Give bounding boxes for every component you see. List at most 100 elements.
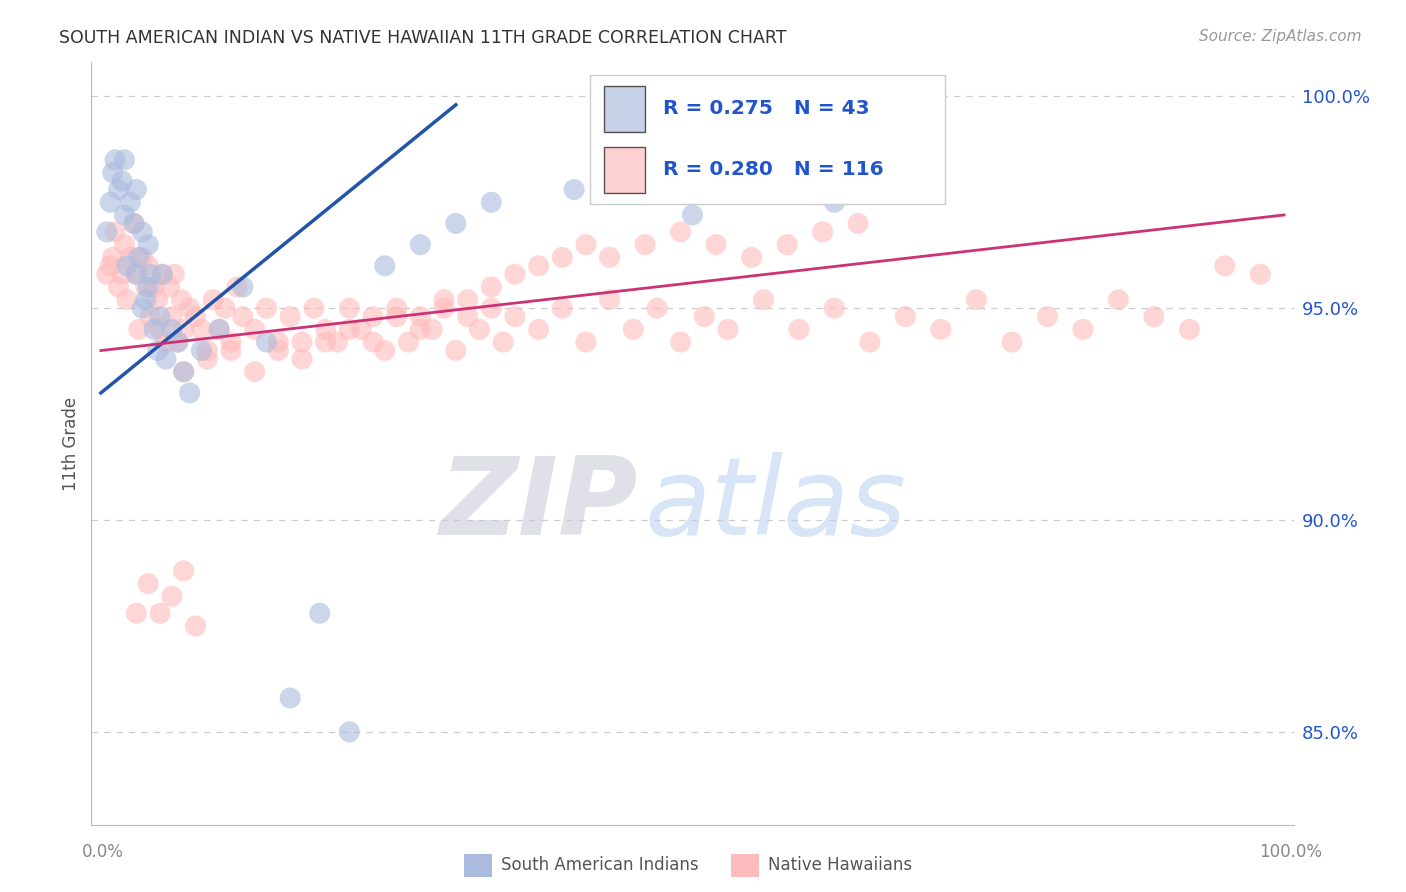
Point [120, 195, 142, 210]
Point [125, 606, 148, 620]
Point [1178, 322, 1201, 336]
Point [894, 310, 917, 324]
Point [195, 343, 218, 358]
Point [433, 293, 456, 307]
Point [350, 322, 373, 336]
Point [361, 310, 384, 324]
Point [704, 237, 727, 252]
Point [1001, 334, 1024, 349]
Point [98, 259, 121, 273]
Point [135, 293, 157, 307]
Point [128, 250, 150, 264]
Point [139, 267, 162, 281]
Point [122, 216, 145, 230]
Point [115, 293, 138, 307]
Point [562, 182, 585, 196]
Point [125, 267, 148, 281]
Point [208, 322, 231, 336]
Point [823, 195, 845, 210]
Point [136, 576, 159, 591]
Point [693, 310, 716, 324]
Point [149, 322, 172, 336]
Point [291, 334, 314, 349]
Point [170, 293, 193, 307]
Point [308, 606, 330, 620]
Point [184, 619, 207, 633]
Point [965, 293, 987, 307]
Point [107, 182, 129, 196]
Point [859, 334, 882, 349]
Point [219, 343, 242, 358]
Point [104, 225, 127, 239]
Point [741, 250, 763, 264]
Point [479, 195, 502, 210]
Point [163, 267, 186, 281]
Point [256, 334, 278, 349]
Point [226, 280, 249, 294]
Point [621, 322, 644, 336]
Text: 0.0%: 0.0% [82, 843, 124, 861]
Point [232, 310, 254, 324]
Point [131, 301, 153, 315]
Point [107, 280, 129, 294]
Point [468, 322, 491, 336]
Point [160, 589, 183, 603]
Point [278, 690, 301, 705]
Point [219, 334, 242, 349]
Point [173, 322, 195, 336]
Point [420, 322, 443, 336]
Point [1143, 310, 1166, 324]
Point [315, 322, 337, 336]
Point [131, 225, 153, 239]
Point [111, 174, 134, 188]
Point [444, 216, 467, 230]
Point [503, 310, 526, 324]
Point [232, 280, 254, 294]
Point [398, 334, 420, 349]
Point [179, 385, 201, 400]
Point [101, 250, 124, 264]
Point [326, 334, 349, 349]
Point [361, 334, 384, 349]
Point [125, 267, 148, 281]
Point [1071, 322, 1094, 336]
Point [302, 301, 325, 315]
Point [146, 293, 169, 307]
Point [267, 334, 290, 349]
Point [409, 322, 432, 336]
Point [135, 280, 157, 294]
Point [159, 280, 181, 294]
Point [131, 250, 153, 264]
Point [846, 216, 869, 230]
Point [444, 343, 467, 358]
Text: Native Hawaiians: Native Hawaiians [768, 856, 912, 874]
Point [150, 267, 173, 281]
Point [1036, 310, 1059, 324]
Point [717, 322, 740, 336]
Point [208, 322, 231, 336]
Point [291, 351, 314, 366]
Text: ZIP: ZIP [440, 451, 638, 558]
Point [337, 724, 360, 739]
Point [96, 267, 118, 281]
Point [337, 322, 360, 336]
Point [120, 250, 142, 264]
Point [173, 564, 195, 578]
Text: atlas: atlas [644, 452, 907, 558]
Point [575, 237, 598, 252]
Point [752, 293, 775, 307]
Text: Source: ZipAtlas.com: Source: ZipAtlas.com [1198, 29, 1361, 44]
Point [136, 259, 159, 273]
Point [1213, 259, 1236, 273]
Point [409, 310, 432, 324]
Point [634, 237, 657, 252]
Point [101, 165, 124, 179]
Point [787, 322, 810, 336]
Point [114, 153, 136, 167]
Point [143, 280, 166, 294]
Point [160, 310, 183, 324]
Point [479, 301, 502, 315]
Point [681, 208, 703, 222]
Point [150, 267, 173, 281]
Point [503, 267, 526, 281]
